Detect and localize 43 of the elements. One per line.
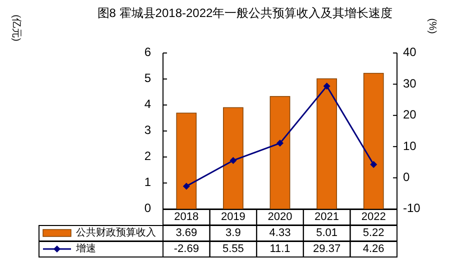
data-label: 5.01 (316, 226, 338, 239)
legend-label: 增速 (75, 242, 96, 255)
chart-title: 图8 霍城县2018-2022年一般公共预算收入及其增长速度 (97, 6, 393, 20)
data-label: 5.55 (222, 242, 244, 255)
y2-tick-label: 30 (403, 76, 417, 90)
y2-tick-label: 10 (403, 138, 417, 153)
y-tick-label: 1 (144, 175, 152, 190)
data-label: 11.1 (270, 242, 290, 255)
legend-label: 公共财政预算收入 (76, 226, 156, 239)
y-tick-label: 0 (144, 201, 152, 216)
bar (270, 96, 290, 210)
y2-tick-label: 0 (403, 170, 410, 184)
y-tick-label: 6 (144, 45, 152, 60)
text: (亿元) (10, 14, 22, 42)
point (323, 82, 330, 90)
data-label: -2.69 (174, 242, 199, 255)
data-label: 5.22 (362, 226, 384, 239)
y-tick-label: 5 (144, 71, 152, 86)
data-label: 4.26 (362, 242, 384, 255)
bar (176, 112, 197, 210)
point (182, 182, 190, 190)
y2-tick-label: 20 (403, 108, 417, 122)
y2-tick-label: 40 (403, 45, 417, 60)
x-tick-label: 2021 (314, 210, 340, 223)
point (370, 161, 378, 168)
bar (223, 107, 244, 210)
y2-tick-label: -10 (403, 201, 421, 216)
x-tick-label: 2022 (361, 210, 386, 223)
bar (363, 72, 384, 210)
data-label: 29.37 (313, 242, 341, 255)
x-tick-label: 2019 (220, 210, 246, 223)
text: (%) (426, 18, 438, 34)
bar (316, 78, 337, 210)
point (230, 156, 237, 164)
data-label: 3.9 (226, 226, 241, 239)
x-tick-label: 2020 (268, 210, 292, 223)
data-label: 3.69 (176, 226, 198, 239)
point (276, 140, 284, 147)
y-tick-label: 3 (144, 123, 152, 138)
y-tick-label: 2 (144, 149, 152, 164)
data-label: 4.33 (269, 226, 291, 239)
x-tick-label: 2018 (174, 210, 199, 223)
y-tick-label: 4 (144, 97, 152, 112)
